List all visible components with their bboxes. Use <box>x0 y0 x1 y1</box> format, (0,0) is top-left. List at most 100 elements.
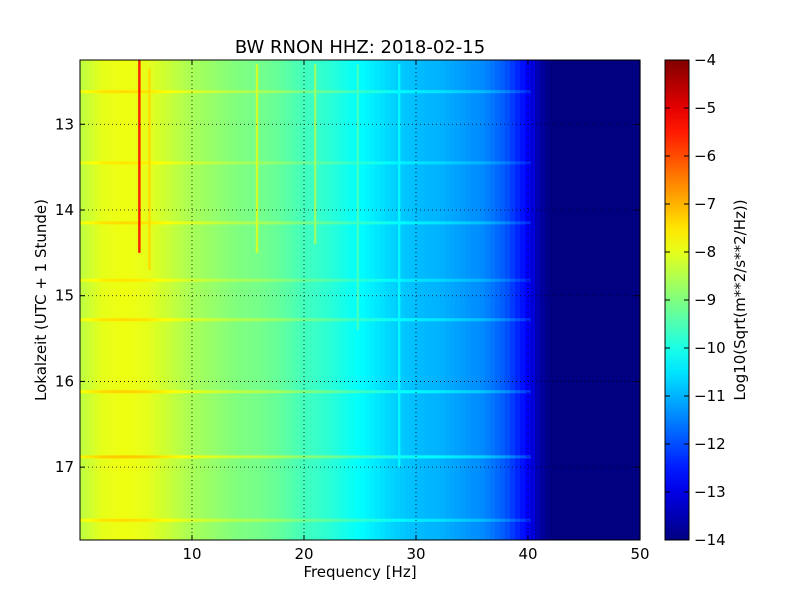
noise-band <box>300 455 306 459</box>
noise-band <box>85 518 91 522</box>
noise-band <box>105 455 111 459</box>
noise-band <box>160 278 166 282</box>
noise-band <box>190 390 196 394</box>
noise-band <box>295 390 301 394</box>
noise-band <box>345 90 351 94</box>
noise-band <box>210 90 216 94</box>
noise-band <box>450 390 456 394</box>
noise-band <box>285 390 291 394</box>
noise-band <box>425 518 431 522</box>
noise-band <box>290 278 296 282</box>
noise-band <box>95 221 101 225</box>
noise-band <box>295 90 301 94</box>
noise-band <box>420 221 426 225</box>
noise-band <box>510 518 516 522</box>
noise-band <box>435 161 441 165</box>
noise-band <box>350 318 356 322</box>
spectrogram-column <box>515 60 521 540</box>
noise-band <box>285 221 291 225</box>
spectrogram-column <box>430 60 436 540</box>
noise-band <box>320 221 326 225</box>
noise-band <box>335 278 341 282</box>
spectrogram-column <box>535 60 541 540</box>
noise-band <box>505 161 511 165</box>
noise-band <box>320 161 326 165</box>
noise-band <box>480 455 486 459</box>
noise-band <box>315 161 321 165</box>
noise-band <box>80 455 86 459</box>
noise-band <box>295 161 301 165</box>
noise-band <box>115 390 121 394</box>
noise-band <box>360 318 366 322</box>
noise-band <box>140 221 146 225</box>
colorbar-tick-label: −6 <box>694 147 716 165</box>
spectrogram-column <box>235 60 241 540</box>
noise-band <box>235 518 241 522</box>
noise-band <box>100 221 106 225</box>
noise-band <box>135 390 141 394</box>
noise-band <box>515 90 521 94</box>
noise-band <box>470 221 476 225</box>
noise-band <box>285 161 291 165</box>
spectrogram-column <box>110 60 116 540</box>
spectrogram-column <box>190 60 196 540</box>
spectrogram-column <box>300 60 306 540</box>
noise-band <box>490 390 496 394</box>
spectrogram-column <box>95 60 101 540</box>
noise-band <box>365 221 371 225</box>
noise-band <box>390 221 396 225</box>
spectrogram-column <box>350 60 356 540</box>
noise-band <box>220 455 226 459</box>
noise-band <box>270 221 276 225</box>
noise-band <box>430 90 436 94</box>
noise-band <box>420 518 426 522</box>
noise-band <box>350 518 356 522</box>
noise-band <box>430 390 436 394</box>
noise-band <box>495 318 501 322</box>
noise-band <box>80 278 86 282</box>
noise-band <box>485 318 491 322</box>
noise-band <box>385 518 391 522</box>
noise-band <box>485 455 491 459</box>
spectrogram-column <box>410 60 416 540</box>
noise-band <box>350 278 356 282</box>
noise-band <box>240 518 246 522</box>
noise-band <box>370 455 376 459</box>
noise-band <box>395 390 401 394</box>
colorbar-tick-label: −11 <box>694 387 726 405</box>
noise-band <box>90 161 96 165</box>
noise-band <box>520 318 526 322</box>
noise-band <box>150 161 156 165</box>
noise-band <box>375 161 381 165</box>
noise-band <box>225 90 231 94</box>
noise-band <box>325 278 331 282</box>
noise-band <box>405 518 411 522</box>
noise-band <box>395 455 401 459</box>
noise-band <box>270 390 276 394</box>
noise-band <box>95 390 101 394</box>
noise-band <box>525 221 531 225</box>
noise-band <box>360 278 366 282</box>
spectrogram-column <box>400 60 406 540</box>
noise-band <box>250 318 256 322</box>
noise-band <box>135 518 141 522</box>
noise-band <box>330 278 336 282</box>
noise-band <box>215 278 221 282</box>
noise-band <box>360 518 366 522</box>
noise-band <box>415 455 421 459</box>
noise-band <box>260 221 266 225</box>
noise-band <box>190 278 196 282</box>
noise-band <box>105 90 111 94</box>
noise-band <box>140 390 146 394</box>
noise-band <box>510 455 516 459</box>
noise-band <box>500 455 506 459</box>
noise-band <box>120 455 126 459</box>
noise-band <box>480 278 486 282</box>
noise-band <box>165 455 171 459</box>
noise-band <box>205 318 211 322</box>
noise-band <box>460 318 466 322</box>
noise-band <box>320 455 326 459</box>
noise-band <box>465 161 471 165</box>
noise-band <box>325 90 331 94</box>
noise-band <box>130 221 136 225</box>
